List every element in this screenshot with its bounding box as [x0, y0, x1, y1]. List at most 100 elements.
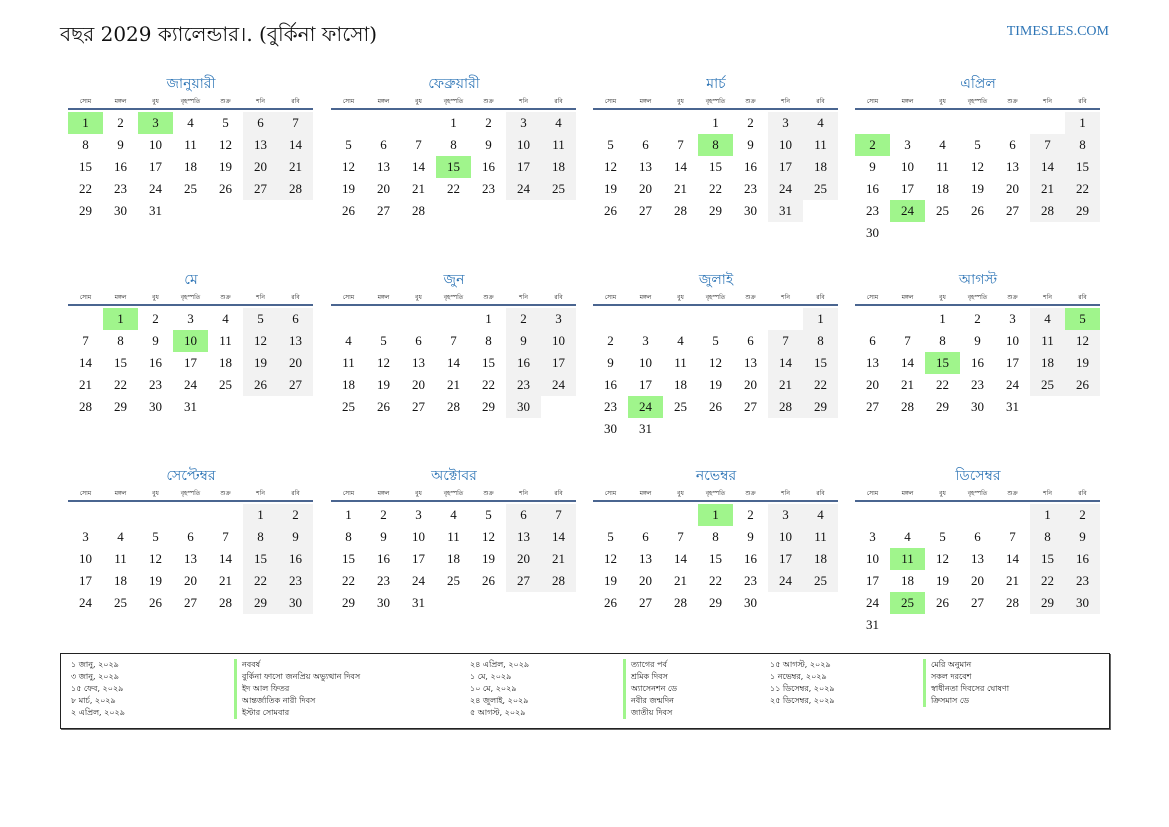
day-cell[interactable]: 21: [541, 548, 576, 570]
day-cell[interactable]: 19: [219, 159, 232, 174]
day-cell[interactable]: 4: [677, 333, 684, 348]
holiday-day-cell[interactable]: 8: [698, 134, 733, 156]
day-cell[interactable]: 30: [377, 595, 390, 610]
day-cell[interactable]: 22: [342, 573, 355, 588]
day-cell[interactable]: 28: [278, 178, 313, 200]
day-cell[interactable]: 12: [377, 355, 390, 370]
day-cell[interactable]: 25: [1030, 374, 1065, 396]
day-cell[interactable]: 7: [415, 137, 422, 152]
day-cell[interactable]: 18: [936, 181, 949, 196]
day-cell[interactable]: 27: [639, 203, 652, 218]
day-cell[interactable]: 1: [712, 115, 719, 130]
day-cell[interactable]: 19: [243, 352, 278, 374]
day-cell[interactable]: 8: [1030, 526, 1065, 548]
day-cell[interactable]: 3: [187, 311, 194, 326]
day-cell[interactable]: 3: [904, 137, 911, 152]
day-cell[interactable]: 15: [114, 355, 127, 370]
day-cell[interactable]: 28: [901, 399, 914, 414]
day-cell[interactable]: 13: [639, 551, 652, 566]
day-cell[interactable]: 16: [149, 355, 162, 370]
day-cell[interactable]: 9: [747, 529, 754, 544]
day-cell[interactable]: 30: [506, 396, 541, 418]
day-cell[interactable]: 21: [447, 377, 460, 392]
day-cell[interactable]: 23: [1065, 570, 1100, 592]
day-cell[interactable]: 14: [1030, 156, 1065, 178]
day-cell[interactable]: 13: [744, 355, 757, 370]
day-cell[interactable]: 12: [219, 137, 232, 152]
day-cell[interactable]: 15: [243, 548, 278, 570]
day-cell[interactable]: 4: [904, 529, 911, 544]
day-cell[interactable]: 30: [744, 595, 757, 610]
day-cell[interactable]: 2: [506, 308, 541, 330]
day-cell[interactable]: 19: [482, 551, 495, 566]
day-cell[interactable]: 11: [803, 134, 838, 156]
day-cell[interactable]: 13: [639, 159, 652, 174]
day-cell[interactable]: 18: [901, 573, 914, 588]
day-cell[interactable]: 17: [79, 573, 92, 588]
day-cell[interactable]: 14: [541, 526, 576, 548]
day-cell[interactable]: 16: [506, 352, 541, 374]
day-cell[interactable]: 13: [278, 330, 313, 352]
day-cell[interactable]: 6: [380, 137, 387, 152]
day-cell[interactable]: 29: [342, 595, 355, 610]
day-cell[interactable]: 27: [377, 203, 390, 218]
day-cell[interactable]: 9: [869, 159, 876, 174]
day-cell[interactable]: 26: [342, 203, 355, 218]
day-cell[interactable]: 16: [377, 551, 390, 566]
day-cell[interactable]: 17: [541, 352, 576, 374]
day-cell[interactable]: 7: [677, 529, 684, 544]
day-cell[interactable]: 13: [506, 526, 541, 548]
day-cell[interactable]: 15: [709, 159, 722, 174]
day-cell[interactable]: 21: [768, 374, 803, 396]
day-cell[interactable]: 24: [541, 374, 576, 396]
day-cell[interactable]: 26: [604, 203, 617, 218]
day-cell[interactable]: 16: [604, 377, 617, 392]
day-cell[interactable]: 14: [278, 134, 313, 156]
day-cell[interactable]: 27: [506, 570, 541, 592]
day-cell[interactable]: 12: [604, 159, 617, 174]
day-cell[interactable]: 8: [450, 137, 457, 152]
day-cell[interactable]: 26: [604, 595, 617, 610]
day-cell[interactable]: 10: [149, 137, 162, 152]
day-cell[interactable]: 21: [674, 181, 687, 196]
day-cell[interactable]: 24: [866, 595, 879, 610]
day-cell[interactable]: 6: [506, 504, 541, 526]
day-cell[interactable]: 1: [803, 308, 838, 330]
day-cell[interactable]: 22: [1065, 178, 1100, 200]
day-cell[interactable]: 6: [187, 529, 194, 544]
day-cell[interactable]: 10: [79, 551, 92, 566]
day-cell[interactable]: 1: [1030, 504, 1065, 526]
day-cell[interactable]: 1: [939, 311, 946, 326]
day-cell[interactable]: 2: [747, 507, 754, 522]
site-link[interactable]: TIMESLES.COM: [1006, 24, 1109, 39]
day-cell[interactable]: 28: [768, 396, 803, 418]
day-cell[interactable]: 22: [709, 181, 722, 196]
day-cell[interactable]: 4: [117, 529, 124, 544]
day-cell[interactable]: 16: [866, 181, 879, 196]
day-cell[interactable]: 18: [541, 156, 576, 178]
day-cell[interactable]: 11: [936, 159, 949, 174]
day-cell[interactable]: 31: [768, 200, 803, 222]
day-cell[interactable]: 4: [222, 311, 229, 326]
day-cell[interactable]: 22: [114, 377, 127, 392]
day-cell[interactable]: 4: [541, 112, 576, 134]
day-cell[interactable]: 2: [152, 311, 159, 326]
day-cell[interactable]: 14: [768, 352, 803, 374]
day-cell[interactable]: 13: [412, 355, 425, 370]
day-cell[interactable]: 25: [541, 178, 576, 200]
day-cell[interactable]: 5: [152, 529, 159, 544]
day-cell[interactable]: 17: [768, 156, 803, 178]
day-cell[interactable]: 29: [1030, 592, 1065, 614]
day-cell[interactable]: 6: [974, 529, 981, 544]
day-cell[interactable]: 27: [184, 595, 197, 610]
day-cell[interactable]: 18: [114, 573, 127, 588]
day-cell[interactable]: 25: [674, 399, 687, 414]
day-cell[interactable]: 10: [901, 159, 914, 174]
day-cell[interactable]: 2: [278, 504, 313, 526]
day-cell[interactable]: 17: [149, 159, 162, 174]
day-cell[interactable]: 20: [971, 573, 984, 588]
day-cell[interactable]: 27: [412, 399, 425, 414]
day-cell[interactable]: 14: [412, 159, 425, 174]
day-cell[interactable]: 8: [1065, 134, 1100, 156]
day-cell[interactable]: 6: [278, 308, 313, 330]
